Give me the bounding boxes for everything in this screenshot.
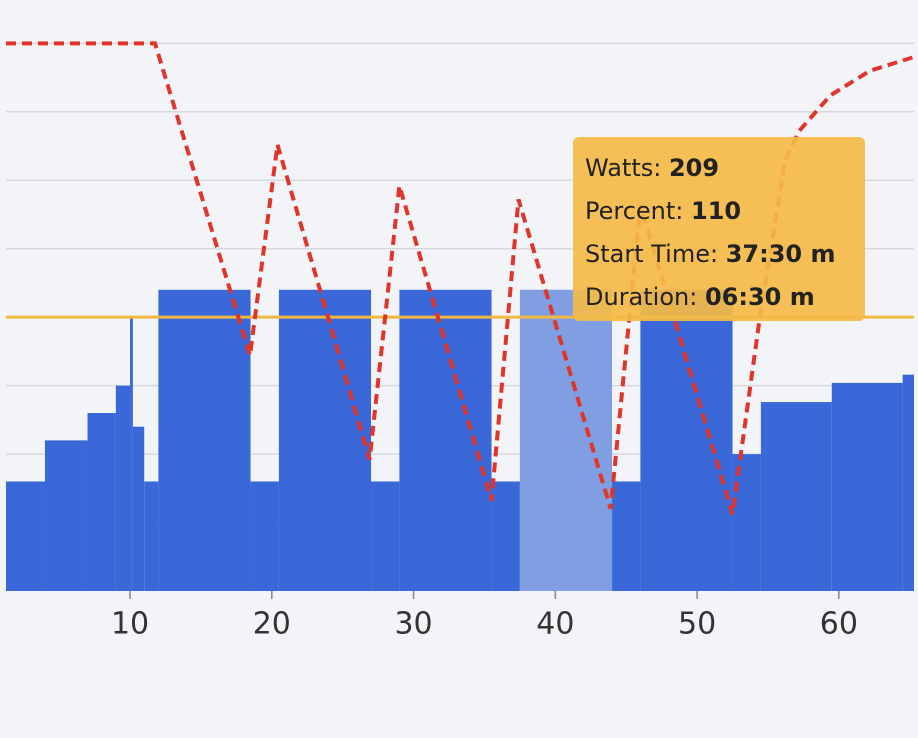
bar — [158, 289, 251, 591]
tooltip-label: Watts: — [585, 154, 662, 182]
tooltip-value: 06:30 m — [704, 283, 815, 311]
bar — [371, 481, 400, 591]
x-tick-label: 40 — [536, 607, 574, 642]
bar — [115, 385, 131, 591]
tooltip-row: Percent: 110 — [585, 190, 853, 233]
tooltip-value: 209 — [668, 154, 720, 182]
tooltip: Watts: 209 Percent: 110 Start Time: 37:30 … — [573, 137, 865, 321]
tooltip-row: Duration: 06:30 m — [585, 276, 853, 319]
tooltip-label: Duration: — [585, 283, 698, 311]
bar — [6, 481, 45, 591]
tooltip-value: 37:30 m — [725, 240, 836, 268]
tooltip-row: Watts: 209 — [585, 147, 853, 190]
bar — [491, 481, 520, 591]
x-tick-label: 60 — [820, 607, 858, 642]
bar — [612, 481, 641, 591]
bar — [831, 382, 903, 591]
tooltip-label: Percent: — [585, 197, 684, 225]
bar — [87, 413, 116, 591]
tooltip-row: Start Time: 37:30 m — [585, 233, 853, 276]
bar — [144, 481, 159, 591]
tooltip-value: 110 — [691, 197, 742, 225]
x-tick-label: 20 — [253, 607, 291, 642]
x-tick-label: 50 — [678, 607, 716, 642]
bar — [278, 289, 372, 591]
bar — [640, 289, 733, 591]
bar — [399, 289, 492, 591]
x-tick-label: 30 — [394, 607, 432, 642]
bar — [132, 426, 145, 591]
bar — [732, 454, 761, 591]
bar — [902, 374, 914, 591]
bar — [760, 402, 832, 591]
bar — [130, 317, 133, 591]
line-series — [6, 41, 915, 515]
bar — [250, 481, 279, 591]
tooltip-label: Start Time: — [585, 240, 719, 268]
bar — [44, 440, 88, 591]
bar — [519, 289, 613, 591]
x-tick-label: 10 — [111, 607, 149, 642]
